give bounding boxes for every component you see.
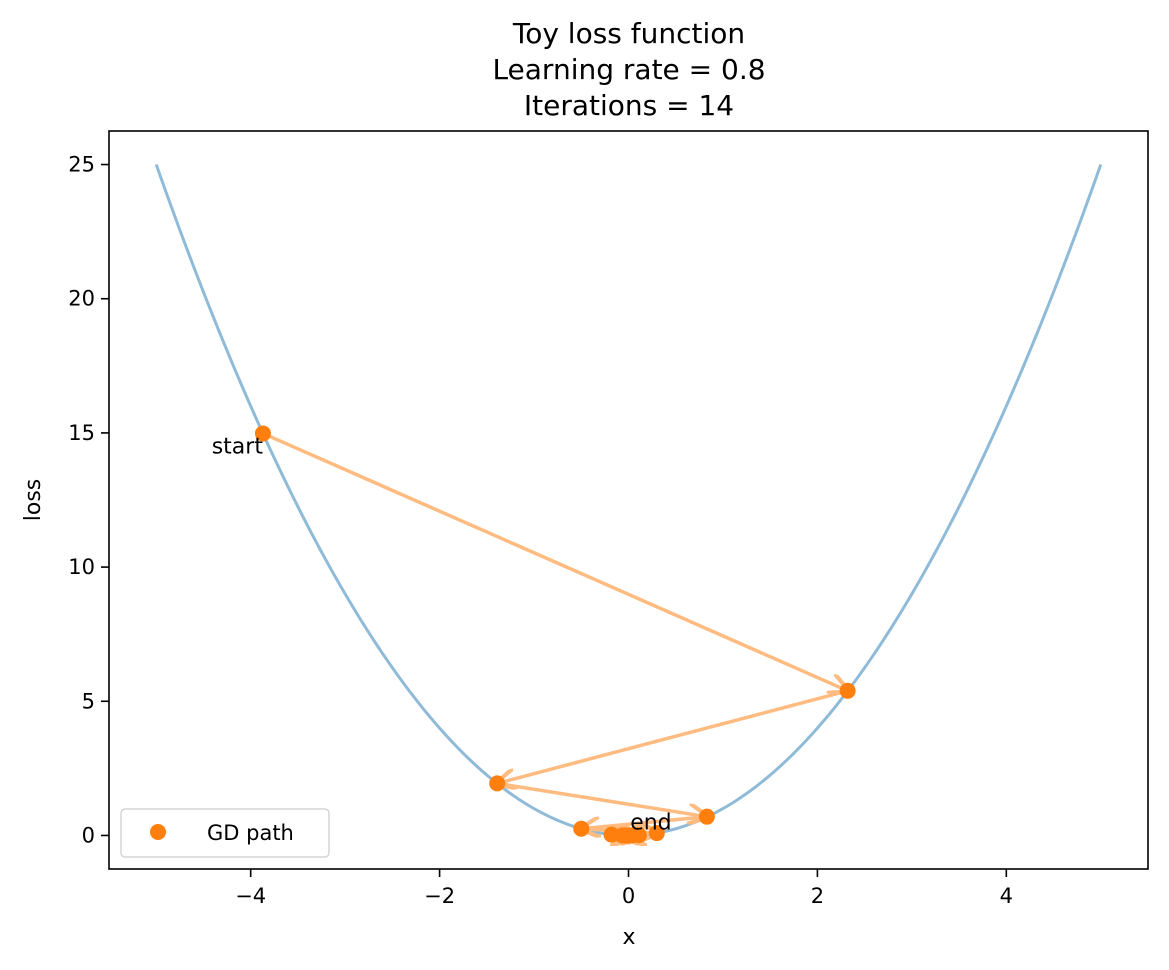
y-tick-label: 25 [68,153,95,177]
gd-point [839,682,856,699]
gd-point [573,820,590,837]
axes-frame [108,130,1149,870]
gd-path-arrows [262,431,849,835]
chart-title-line-3: Iterations = 14 [524,89,734,122]
gd-point [698,808,715,825]
x-axis-ticks: −4 −2 0 2 4 [235,869,1013,908]
gd-point [648,825,665,842]
legend-marker [150,824,166,840]
gd-point [620,827,637,844]
chart-title: Toy loss function Learning rate = 0.8 It… [492,17,765,122]
y-axis-ticks: 0 5 10 15 20 25 [68,153,109,847]
annotation-start: start [212,434,264,459]
loss-curve [154,164,1103,837]
annotations: start end [212,434,672,835]
y-tick-label: 0 [82,823,95,847]
y-tick-label: 15 [68,421,95,445]
x-axis-label: x [622,925,635,950]
x-tick-label: 4 [1000,884,1013,908]
gd-step-arrow [496,781,707,816]
y-tick-label: 10 [68,555,95,579]
chart-title-line-2: Learning rate = 0.8 [492,53,765,86]
plot-area [154,164,1103,837]
legend-label: GD path [207,821,294,845]
gd-step-arrow [497,689,849,784]
gd-step-arrow [262,431,848,690]
y-tick-label: 5 [82,689,95,713]
gd-point [489,775,506,792]
x-tick-label: 2 [811,884,824,908]
chart-title-line-1: Toy loss function [512,17,745,50]
gd-path-points [254,425,856,844]
x-tick-label: −4 [235,884,266,908]
y-tick-label: 20 [68,287,95,311]
annotation-end: end [630,810,671,835]
legend: GD path [120,808,330,858]
x-tick-label: 0 [622,884,635,908]
gd-point [254,425,271,442]
x-tick-label: −2 [424,884,455,908]
legend-box [120,808,330,858]
y-axis-label: loss [21,479,46,522]
